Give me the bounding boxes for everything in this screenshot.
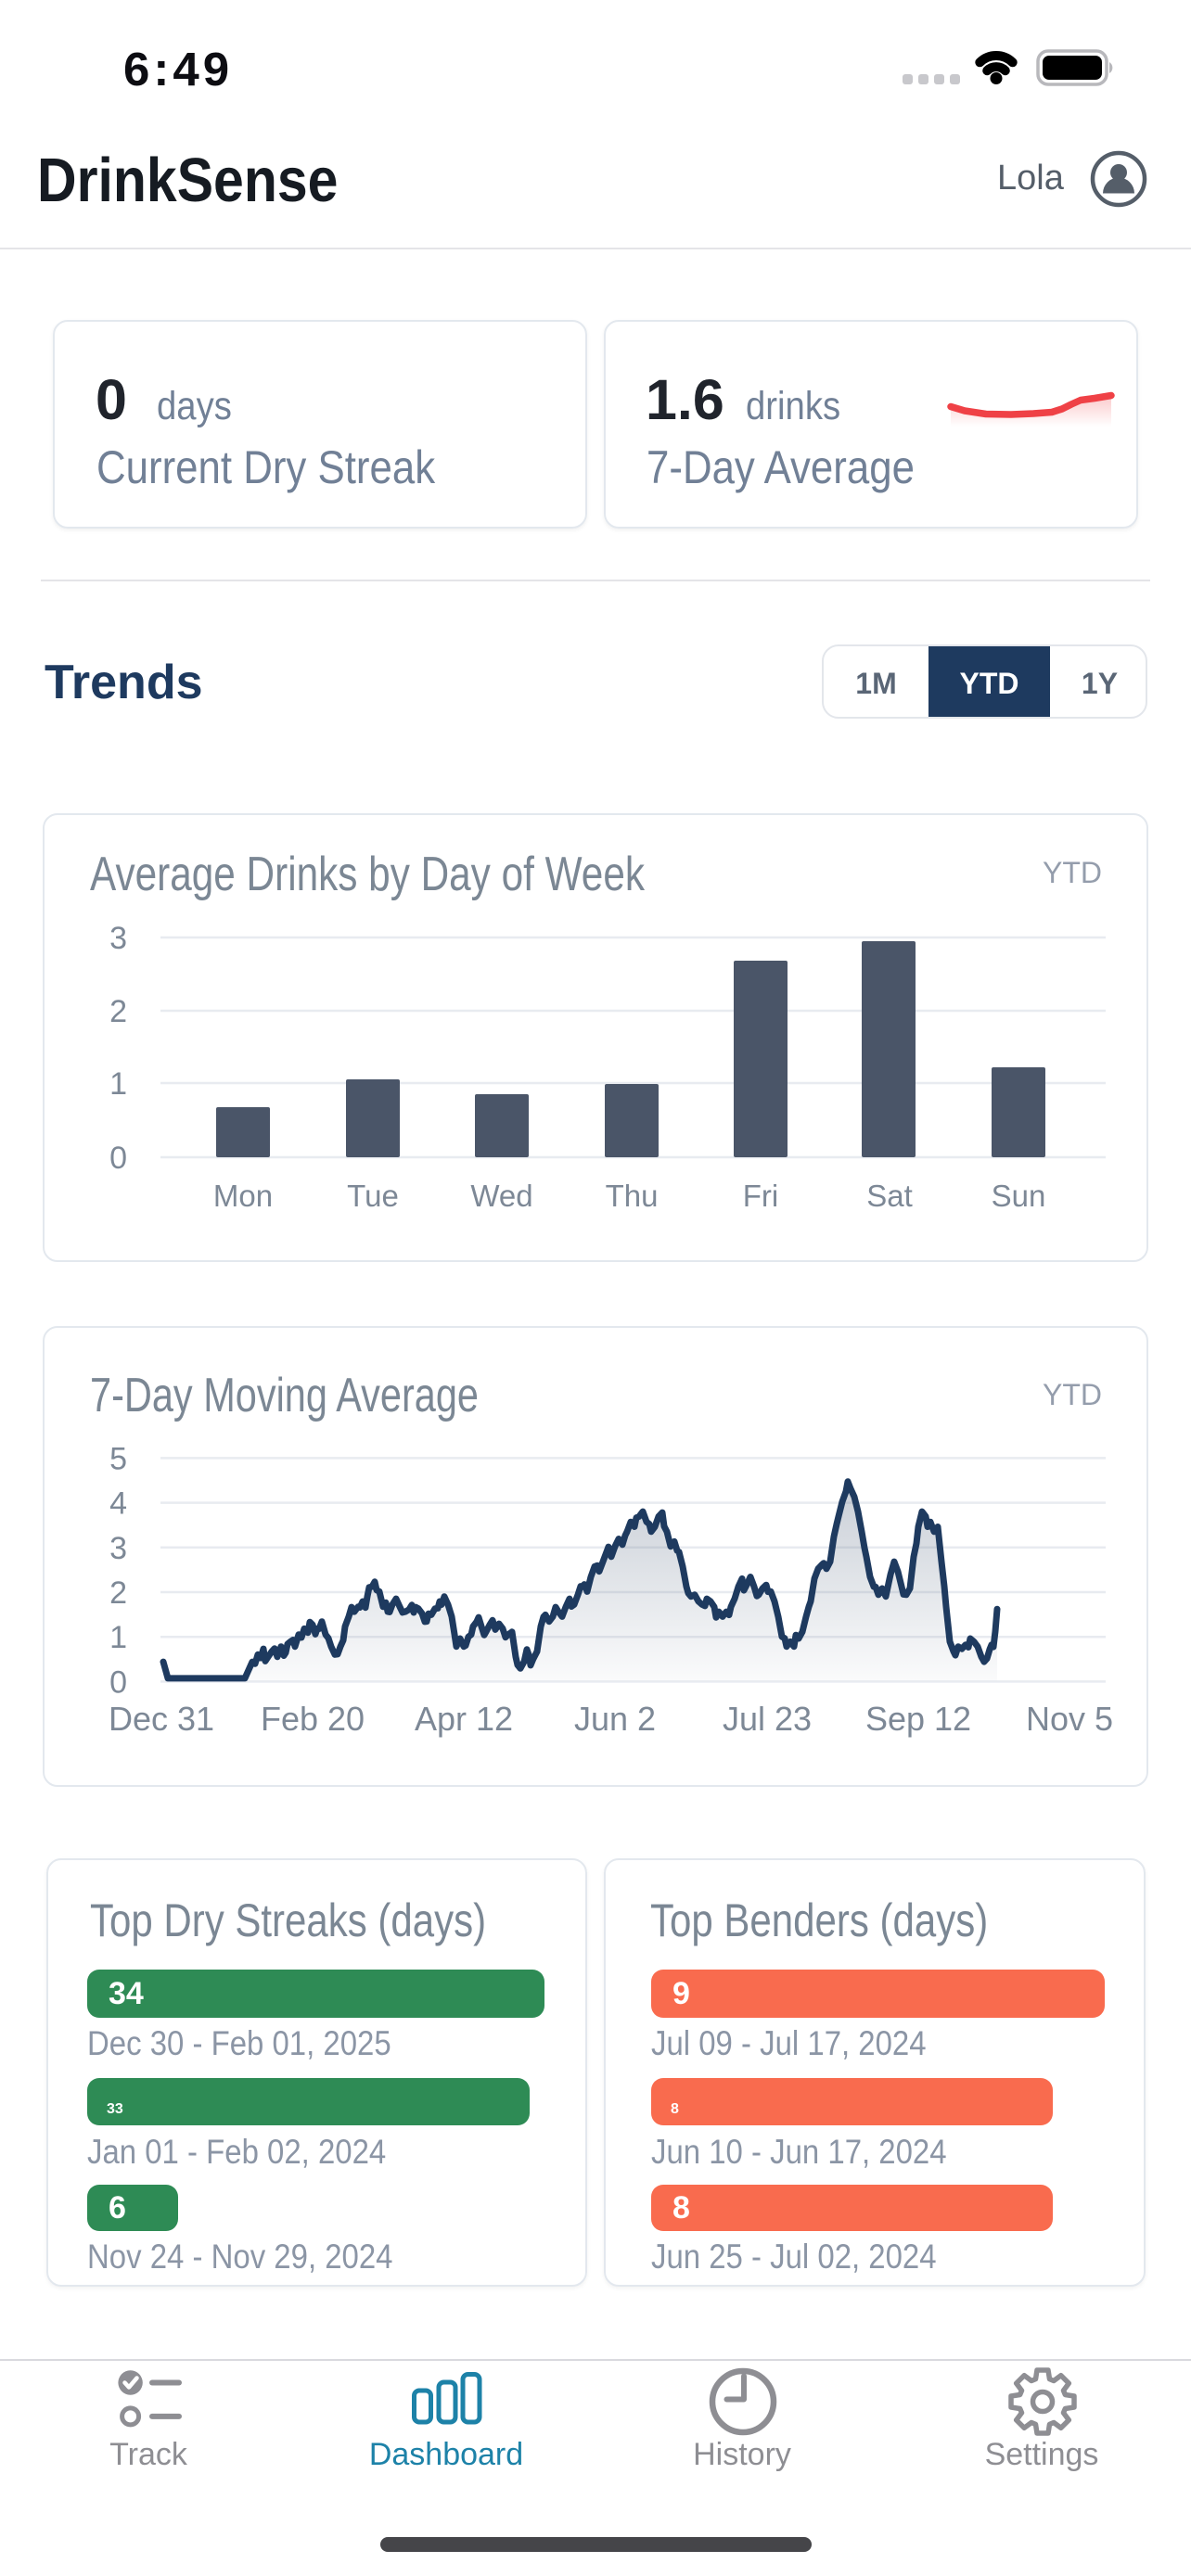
svg-text:Thu: Thu [606,1179,659,1213]
svg-text:Jul 23: Jul 23 [723,1700,812,1738]
svg-text:Dec 31: Dec 31 [109,1700,214,1738]
svg-text:1: 1 [109,1066,127,1102]
svg-text:1: 1 [109,1620,127,1655]
svg-text:0: 0 [109,1141,127,1176]
svg-text:3: 3 [109,1531,127,1566]
svg-text:Sat: Sat [866,1179,913,1213]
svg-text:Nov 5: Nov 5 [1026,1700,1113,1738]
svg-text:Sun: Sun [992,1179,1046,1213]
svg-text:2: 2 [109,1575,127,1611]
svg-text:YTD: YTD [1043,856,1102,889]
svg-text:Apr 12: Apr 12 [415,1700,513,1738]
svg-text:5: 5 [109,1441,127,1476]
svg-text:YTD: YTD [1043,1378,1102,1411]
svg-text:Feb 20: Feb 20 [261,1700,365,1738]
svg-text:3: 3 [109,921,127,956]
svg-text:4: 4 [109,1486,127,1522]
svg-text:0: 0 [109,1664,127,1700]
svg-text:Jun 2: Jun 2 [574,1700,656,1738]
svg-text:2: 2 [109,994,127,1029]
svg-text:7-Day Moving Average: 7-Day Moving Average [90,1369,479,1422]
svg-text:Wed: Wed [470,1179,532,1213]
svg-text:Fri: Fri [743,1179,778,1213]
svg-text:Sep 12: Sep 12 [865,1700,971,1738]
svg-text:Mon: Mon [213,1179,273,1213]
svg-text:Tue: Tue [347,1179,399,1213]
svg-text:Average Drinks by Day of Week: Average Drinks by Day of Week [90,848,646,901]
